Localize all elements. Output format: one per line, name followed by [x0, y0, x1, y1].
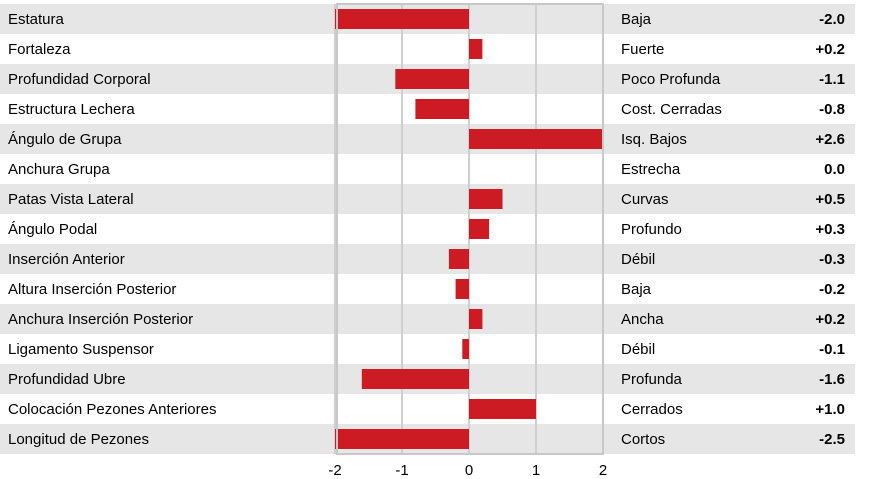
trait-label: Fortaleza	[8, 41, 71, 58]
value-label: +1.0	[815, 401, 845, 418]
trait-label: Ángulo Podal	[8, 221, 97, 238]
descriptor-label: Fuerte	[621, 41, 664, 58]
bar	[469, 129, 603, 149]
value-label: +0.2	[815, 41, 845, 58]
x-tick-label: 0	[465, 462, 473, 479]
row-stripe	[0, 184, 855, 214]
value-label: -2.0	[819, 11, 845, 28]
value-labels: -2.0 +0.2 -1.1 -0.8 +2.6 0.0 +0.5 +0.3 -0.3 -0.2 +…	[815, 11, 845, 448]
trait-label: Anchura Inserción Posterior	[8, 311, 193, 328]
descriptor-label: Estrecha	[621, 161, 681, 178]
descriptor-label: Ancha	[621, 311, 664, 328]
trait-label: Ligamento Suspensor	[8, 341, 154, 358]
value-label: +0.5	[815, 191, 845, 208]
descriptor-label: Poco Profunda	[621, 71, 721, 88]
bars-group	[335, 9, 603, 449]
descriptor-label: Cost. Cerradas	[621, 101, 722, 118]
trait-label: Longitud de Pezones	[8, 431, 149, 448]
bar	[469, 309, 483, 329]
bar	[469, 189, 503, 209]
trait-label: Altura Inserción Posterior	[8, 281, 176, 298]
trait-label: Anchura Grupa	[8, 161, 110, 178]
bar	[469, 39, 483, 59]
trait-label: Colocación Pezones Anteriores	[8, 401, 216, 418]
trait-label: Ángulo de Grupa	[8, 131, 122, 148]
trait-labels: Estatura Fortaleza Profundidad Corporal Est…	[8, 11, 216, 448]
descriptor-label: Débil	[621, 251, 655, 268]
value-label: -0.1	[819, 341, 845, 358]
descriptor-label: Isq. Bajos	[621, 131, 687, 148]
value-label: -2.5	[819, 431, 845, 448]
descriptor-label: Profundo	[621, 221, 682, 238]
trait-label: Profundidad Ubre	[8, 371, 126, 388]
value-label: -0.8	[819, 101, 845, 118]
descriptor-label: Curvas	[621, 191, 669, 208]
x-tick-label: -1	[395, 462, 408, 479]
trait-label: Estatura	[8, 11, 65, 28]
trait-label: Patas Vista Lateral	[8, 191, 134, 208]
bar	[415, 99, 469, 119]
bar	[462, 339, 469, 359]
value-label: +2.6	[815, 131, 845, 148]
value-label: -0.3	[819, 251, 845, 268]
descriptor-label: Baja	[621, 11, 652, 28]
bar	[335, 9, 469, 29]
bar	[361, 369, 469, 389]
bar	[395, 69, 469, 89]
descriptor-labels: Baja Fuerte Poco Profunda Cost. Cerradas Isq…	[621, 11, 722, 448]
descriptor-label: Cortos	[621, 431, 665, 448]
plot-frame	[336, 3, 604, 455]
bar	[335, 429, 469, 449]
row-stripe	[0, 304, 855, 334]
bar	[455, 279, 469, 299]
trait-label: Estructura Lechera	[8, 101, 135, 118]
value-label: -0.2	[819, 281, 845, 298]
x-tick-label: 1	[532, 462, 540, 479]
value-label: -1.1	[819, 71, 845, 88]
descriptor-label: Profunda	[621, 371, 683, 388]
trait-label: Profundidad Corporal	[8, 71, 151, 88]
bar	[448, 249, 469, 269]
descriptor-label: Baja	[621, 281, 652, 298]
descriptor-label: Débil	[621, 341, 655, 358]
value-label: +0.3	[815, 221, 845, 238]
row-stripe	[0, 124, 855, 154]
trait-label: Inserción Anterior	[8, 251, 125, 268]
x-tick-labels: -2 -1 0 1 2	[328, 462, 607, 479]
descriptor-label: Cerrados	[621, 401, 683, 418]
value-label: 0.0	[824, 161, 845, 178]
value-label: -1.6	[819, 371, 845, 388]
x-tick-label: 2	[599, 462, 607, 479]
bar	[469, 219, 490, 239]
bar	[469, 399, 536, 419]
row-stripe	[0, 244, 855, 274]
value-label: +0.2	[815, 311, 845, 328]
x-tick-label: -2	[328, 462, 341, 479]
